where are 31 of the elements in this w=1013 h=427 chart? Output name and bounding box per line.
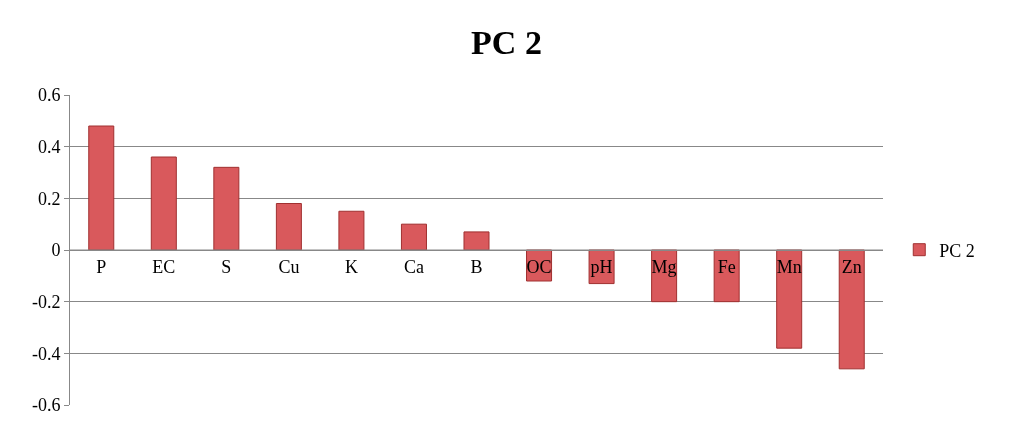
chart-title: PC 2 (471, 23, 542, 61)
bar (150, 156, 177, 251)
x-tick-label: EC (152, 256, 176, 277)
x-tick-label: K (344, 256, 358, 277)
x-tick-label: Zn (841, 256, 862, 277)
y-tick-label: 0 (51, 240, 61, 261)
x-tick-label: OC (526, 256, 552, 277)
y-tick-label: 0.6 (37, 85, 61, 106)
y-tick-label: 0.4 (37, 136, 61, 157)
bar (338, 210, 365, 251)
bar (88, 125, 115, 251)
x-tick-label: Mg (651, 256, 677, 277)
bar (400, 223, 427, 251)
x-tick-label: Ca (403, 256, 424, 277)
bar (275, 203, 302, 251)
x-tick-label: Cu (278, 256, 300, 277)
y-tick-label: -0.6 (31, 395, 61, 416)
x-tick-label: Mn (776, 256, 802, 277)
x-tick-label: P (96, 256, 107, 277)
x-tick-label: B (470, 256, 483, 277)
bar (463, 231, 490, 251)
x-tick-label: pH (590, 256, 613, 277)
y-tick-label: -0.2 (31, 291, 61, 312)
bar (776, 249, 803, 349)
y-tick-label: 0.2 (37, 188, 61, 209)
x-tick-label: Fe (717, 256, 736, 277)
x-tick-label: S (221, 256, 232, 277)
bar (838, 249, 865, 370)
bar (213, 166, 240, 251)
y-tick-label: -0.4 (31, 343, 61, 364)
legend-label: PC 2 (939, 240, 975, 261)
